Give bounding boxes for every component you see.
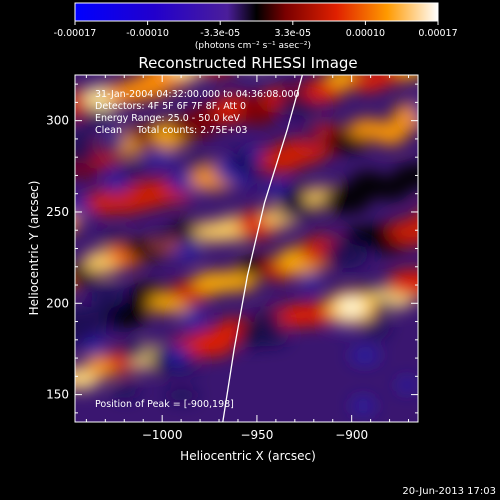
annotation-block: 31-Jan-2004 04:32:00.000 to 04:36:08.000… [95,89,300,136]
heatmap-blob [292,100,322,116]
heatmap-blob [386,269,418,297]
colorbar [74,2,439,22]
heatmap-blob [179,308,207,331]
heatmap-blob [187,154,210,170]
heatmap-blob [101,228,127,247]
heatmap-blob [144,75,196,89]
heatmap-blob [171,240,202,261]
heatmap-image [75,44,454,422]
colorbar-tick-label: 3.3e-05 [275,28,311,39]
heatmap-blob [256,325,289,347]
heatmap-blob [83,337,107,359]
heatmap-blob [276,205,309,221]
heatmap-blob [411,103,418,121]
heatmap-blob [103,171,129,195]
x-axis-label: Heliocentric X (arcsec) [180,449,316,463]
annotation-clean-counts: Clean Total counts: 2.75E+03 [95,125,247,136]
heatmap-blob [240,331,264,349]
heatmap-blob [244,145,263,170]
colorbar-unit-label: (photons cm⁻² s⁻¹ asec⁻²) [195,41,311,51]
heatmap-blob [264,181,291,197]
heatmap-blob [415,211,418,224]
heatmap-peak [337,297,366,316]
y-tick-label: 150 [46,388,69,402]
footer-timestamp: 20-Jun-2013 17:03 [402,486,496,497]
heatmap-blob [75,324,79,338]
colorbar-tick-label: -0.00010 [126,28,169,39]
y-tick-label: 200 [46,296,69,310]
heatmap-blob [106,304,146,328]
heatmap-blob [323,239,369,269]
x-tick-label: −900 [335,428,368,442]
heatmap-blob [360,314,390,339]
y-axis-label: Heliocentric Y (arcsec) [27,181,41,316]
heatmap-blob [392,102,418,130]
heatmap-blob [165,388,199,403]
heatmap-blob [174,75,210,78]
heatmap-blob [119,341,147,362]
heatmap-blob [396,377,418,393]
heatmap-blob [368,75,412,85]
heatmap-blob [388,218,418,246]
heatmap-blob [161,344,192,368]
colorbar-ticks: -0.00017 -0.00010 -3.3e-05 3.3e-05 0.00010 0.… [54,21,458,39]
heatmap-blob [111,382,139,399]
axis-ticks: −1000 −950 −900 150 200 250 300 [46,75,418,442]
heatmap-blob [152,230,172,249]
annotation-energy-range: Energy Range: 25.0 - 50.0 keV [95,113,240,124]
peak-position-label: Position of Peak = [-900,198] [95,399,234,410]
heatmap-blob [393,164,418,189]
solar-limb-curve [222,75,304,422]
y-tick-label: 250 [46,205,69,219]
y-tick-label: 300 [46,114,69,128]
heatmap-blob [412,275,418,294]
colorbar-tick-label: -3.3e-05 [200,28,240,39]
heatmap-blob [75,214,81,231]
heatmap-blob [301,270,320,293]
x-tick-label: −950 [240,428,273,442]
x-tick-label: −1000 [142,428,183,442]
annotation-time-range: 31-Jan-2004 04:32:00.000 to 04:36:08.000 [95,89,300,100]
heatmap-blob [411,165,418,183]
heatmap-blob [143,150,177,167]
heatmap-blob [350,396,376,416]
colorbar-tick-label: 0.00010 [346,28,385,39]
chart-title: Reconstructed RHESSI Image [138,54,357,72]
heatmap-blob [371,121,409,146]
heatmap-blob [75,145,93,163]
colorbar-tick-label: -0.00017 [54,28,97,39]
heatmap-blob [301,128,321,145]
heatmap-blob [413,44,454,73]
heatmap-blob [349,346,381,365]
heatmap-blob [91,284,125,308]
heatmap-blob [103,128,128,146]
heatmap-blob [119,161,146,180]
colorbar-tick-label: 0.00017 [418,28,457,39]
heatmap-blob [83,108,112,129]
annotation-detectors: Detectors: 4F 5F 6F 7F 8F, Att 0 [95,101,246,112]
